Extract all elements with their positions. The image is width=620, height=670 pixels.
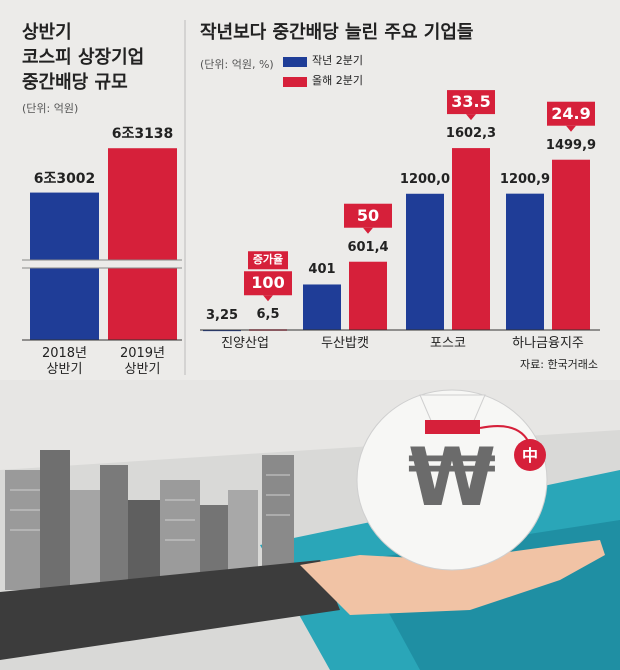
value-label: 1602,3 <box>445 126 497 142</box>
bar <box>303 284 341 330</box>
bar <box>552 159 590 330</box>
bar <box>452 148 490 330</box>
bag-tie <box>425 420 480 434</box>
money-bag <box>356 389 548 571</box>
rate-value: 33.5 <box>451 92 491 112</box>
rate-value: 100 <box>251 273 285 293</box>
rate-label: 증가율 <box>252 253 284 267</box>
tag <box>514 439 546 471</box>
axis-break <box>22 260 182 268</box>
value-label: 1200,0 <box>399 171 451 187</box>
x-tick-label: 2019년 상반기 <box>119 346 166 377</box>
value-label: 6조3138 <box>111 126 174 143</box>
tag-text: 中 <box>522 446 538 465</box>
x-tick-label: 하나금융지주 <box>512 336 584 351</box>
value-label: 1200,9 <box>499 171 551 187</box>
rate-callout <box>344 203 392 228</box>
hand <box>300 540 605 615</box>
value-label: 401 <box>308 262 336 278</box>
bar <box>506 193 544 330</box>
chart-title: 작년보다 중간배당 늘린 주요 기업들 <box>200 22 474 43</box>
source: 자료: 한국거래소 <box>520 358 599 371</box>
rate-callout <box>447 90 495 115</box>
callout-pointer <box>466 114 476 121</box>
legend-swatch <box>283 57 307 67</box>
sleeve <box>0 560 340 660</box>
legend-label: 올해 2분기 <box>312 74 363 87</box>
callout-pointer <box>566 125 576 132</box>
bar <box>108 148 177 340</box>
rate-label-box <box>248 251 288 270</box>
windows <box>10 474 290 541</box>
value-label: 1499,9 <box>545 137 597 153</box>
x-tick-label: 두산밥캣 <box>321 336 369 351</box>
bar <box>349 261 387 330</box>
rate-value: 50 <box>356 205 380 225</box>
callout-pointer <box>263 295 273 302</box>
bar <box>406 193 444 330</box>
x-tick-label: 2018년 상반기 <box>41 346 88 377</box>
won-symbol: ₩ <box>408 431 496 524</box>
x-tick-label: 진양산업 <box>221 336 269 351</box>
x-tick-label: 포스코 <box>430 336 466 351</box>
rate-value: 24.9 <box>551 103 591 123</box>
value-label: 6조3002 <box>33 170 96 187</box>
rate-callout <box>547 101 595 126</box>
value-label: 6,5 <box>256 307 280 323</box>
chart-title: 중간배당 규모 <box>22 72 128 93</box>
value-label: 3,25 <box>205 307 239 323</box>
city <box>5 450 294 590</box>
legend-swatch <box>283 77 307 87</box>
legend-label: 작년 2분기 <box>312 54 363 67</box>
unit-label: (단위: 억원, %) <box>200 58 274 71</box>
rate-callout <box>244 271 292 296</box>
chart-title: 상반기 <box>22 22 72 43</box>
chart-title: 코스피 상장기업 <box>22 47 145 68</box>
callout-pointer <box>363 227 373 234</box>
unit-label: (단위: 억원) <box>22 102 79 115</box>
value-label: 601,4 <box>347 239 389 255</box>
